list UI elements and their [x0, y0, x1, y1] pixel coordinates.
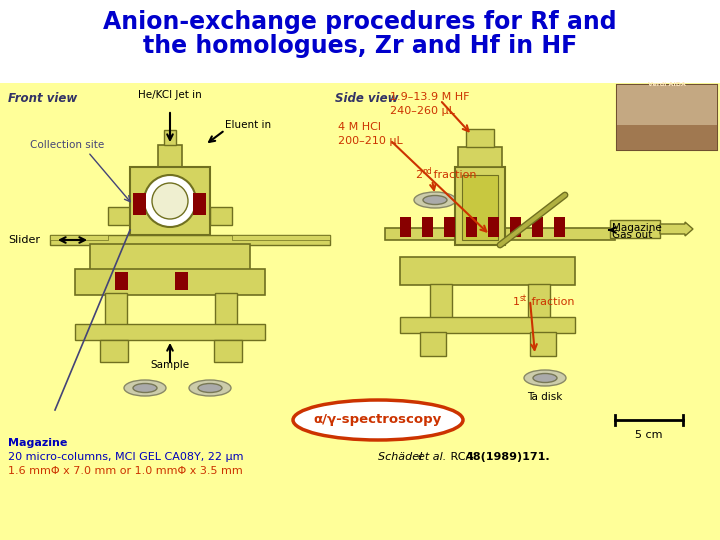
Text: Front view: Front view [8, 92, 77, 105]
Bar [90, 244, 250, 270]
Text: Collection site: Collection site [30, 140, 104, 150]
Bar [420, 332, 446, 356]
Ellipse shape [133, 383, 157, 393]
Bar [50, 235, 330, 245]
Bar [75, 269, 265, 295]
Bar [400, 317, 575, 333]
Text: et al.: et al. [418, 452, 446, 462]
Text: Sample: Sample [150, 360, 189, 370]
Bar [164, 130, 176, 145]
Ellipse shape [293, 400, 463, 440]
Bar [210, 207, 232, 225]
Text: 2: 2 [415, 170, 422, 180]
Bar [530, 332, 556, 356]
Bar [532, 217, 543, 237]
Bar [158, 145, 182, 170]
Text: Side view: Side view [335, 92, 398, 105]
Bar [0, 83, 720, 540]
Bar [466, 217, 477, 237]
Text: the homologues, Zr and Hf in HF: the homologues, Zr and Hf in HF [143, 34, 577, 58]
Text: Anion-exchange procedures for Rf and: Anion-exchange procedures for Rf and [103, 10, 617, 34]
Bar [75, 324, 265, 340]
Bar [130, 167, 210, 235]
Text: 1.6 mmΦ x 7.0 mm or 1.0 mmΦ x 3.5 mm: 1.6 mmΦ x 7.0 mm or 1.0 mmΦ x 3.5 mm [8, 466, 243, 476]
Ellipse shape [189, 380, 231, 396]
Text: st: st [520, 294, 527, 303]
Bar [617, 125, 717, 150]
Bar [430, 284, 452, 318]
Text: Slider: Slider [8, 235, 40, 245]
Bar [0, 0, 720, 85]
Text: Magazine: Magazine [612, 223, 662, 233]
FancyArrow shape [660, 222, 693, 236]
Bar [466, 129, 494, 147]
Bar [458, 147, 502, 167]
Bar [455, 167, 505, 245]
Bar [115, 272, 128, 290]
Bar [385, 228, 615, 240]
Text: 1: 1 [513, 297, 520, 307]
Text: fraction: fraction [528, 297, 575, 307]
Bar [488, 217, 499, 237]
Text: Magazine: Magazine [8, 438, 68, 448]
Text: Schädel: Schädel [378, 452, 426, 462]
Bar [617, 85, 717, 125]
Text: 4 M HCl
200–210 μL: 4 M HCl 200–210 μL [338, 122, 402, 146]
Bar [108, 207, 130, 225]
Bar [133, 193, 146, 215]
Bar [610, 220, 660, 238]
Circle shape [144, 175, 196, 227]
Bar [510, 217, 521, 237]
Ellipse shape [124, 380, 166, 396]
Bar [105, 293, 127, 325]
Bar [175, 272, 188, 290]
Text: Ta disk: Ta disk [527, 392, 563, 402]
Ellipse shape [423, 195, 447, 205]
Bar [462, 175, 498, 240]
Bar [100, 340, 128, 362]
Text: Verdi AIDA: Verdi AIDA [648, 83, 686, 87]
Bar [617, 85, 717, 150]
Text: RCA: RCA [447, 452, 477, 462]
Text: nd: nd [422, 167, 432, 177]
Bar [214, 340, 242, 362]
Bar [193, 193, 206, 215]
Text: 48(1989)171.: 48(1989)171. [466, 452, 551, 462]
Ellipse shape [533, 374, 557, 382]
Ellipse shape [198, 383, 222, 393]
Text: 1.9–13.9 M HF
240–260 μL: 1.9–13.9 M HF 240–260 μL [390, 92, 469, 116]
Ellipse shape [414, 192, 456, 208]
Text: Eluent in: Eluent in [225, 120, 271, 130]
Text: 5 cm: 5 cm [635, 430, 662, 440]
Text: He/KCl Jet in: He/KCl Jet in [138, 90, 202, 100]
Bar [215, 293, 237, 325]
Text: 20 micro-columns, MCI GEL CA08Y, 22 μm: 20 micro-columns, MCI GEL CA08Y, 22 μm [8, 452, 243, 462]
Bar [50, 235, 108, 240]
Ellipse shape [524, 370, 566, 386]
Bar [232, 235, 330, 240]
Bar [400, 257, 575, 285]
Bar [400, 217, 411, 237]
Text: α/γ-spectroscopy: α/γ-spectroscopy [314, 414, 442, 427]
Text: Gas out: Gas out [612, 230, 652, 240]
Bar [444, 217, 455, 237]
Text: fraction: fraction [430, 170, 477, 180]
Circle shape [152, 183, 188, 219]
Bar [528, 284, 550, 318]
Bar [422, 217, 433, 237]
Bar [554, 217, 565, 237]
